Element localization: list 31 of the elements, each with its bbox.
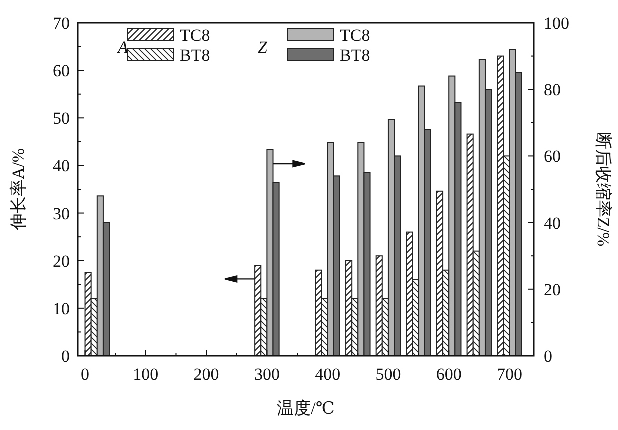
y2-tick-label: 80 (544, 80, 561, 100)
y-tick-label: 60 (53, 62, 70, 81)
x-tick-label: 200 (194, 365, 220, 384)
legend-label: BT8 (180, 46, 210, 65)
legend-label: BT8 (340, 46, 370, 65)
y-tick-label: 40 (53, 156, 70, 176)
y-tick-label: 70 (53, 14, 70, 33)
legend-label: TC8 (180, 26, 210, 45)
y-axis-title: 伸长率A/% (9, 148, 28, 232)
legend-label: TC8 (340, 26, 370, 45)
x-tick-label: 400 (315, 365, 341, 384)
x-tick-label: 100 (133, 365, 159, 384)
y2-tick-label: 100 (544, 14, 570, 33)
x-axis-title: 温度/℃ (277, 399, 335, 418)
y-tick-label: 20 (53, 252, 70, 271)
y-tick-label: 30 (53, 204, 70, 224)
x-tick-label: 0 (81, 365, 90, 384)
x-tick-label: 600 (436, 365, 462, 384)
annotation: Z (258, 38, 268, 57)
y2-tick-label: 60 (544, 147, 561, 166)
y2-tick-label: 0 (544, 347, 552, 366)
x-tick-label: 500 (376, 365, 402, 384)
y-tick-label: 10 (53, 299, 70, 318)
annotation: A (117, 38, 129, 57)
y-tick-label: 0 (62, 347, 70, 366)
y2-tick-label: 20 (544, 280, 561, 300)
y2-tick-label: 40 (544, 214, 561, 233)
x-tick-label: 300 (254, 365, 280, 384)
x-tick-label: 700 (496, 365, 522, 384)
y2-axis-title: 断后收缩率Z/% (594, 132, 613, 247)
y-tick-label: 50 (53, 109, 70, 128)
